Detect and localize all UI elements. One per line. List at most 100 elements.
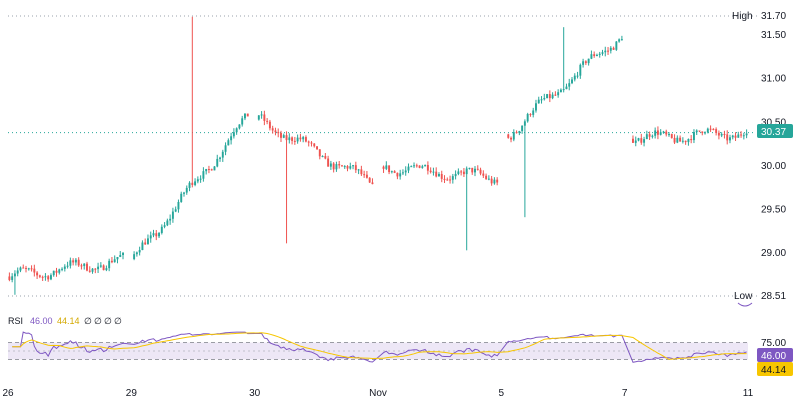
- high-label: High: [732, 11, 753, 22]
- candle-body: [698, 130, 701, 132]
- rsi-title: RSI: [8, 316, 23, 326]
- candle-body: [670, 134, 673, 138]
- candle-body: [643, 139, 646, 143]
- candle-body: [726, 134, 729, 141]
- candle-body: [368, 177, 371, 183]
- candle-body: [648, 134, 651, 137]
- candle-body: [446, 179, 449, 181]
- candle-body: [487, 178, 490, 180]
- candle-body: [343, 166, 346, 168]
- candle-body: [349, 166, 352, 169]
- candle-body: [185, 187, 188, 193]
- candle-body: [310, 142, 313, 144]
- candle-body: [673, 137, 676, 143]
- candle-body: [593, 54, 596, 56]
- candle-body: [216, 158, 219, 167]
- candle-body: [479, 169, 482, 174]
- candle-body: [285, 135, 288, 141]
- candle-body: [429, 170, 432, 173]
- candle-body: [205, 169, 208, 172]
- candle-body: [388, 165, 391, 173]
- candle-body: [329, 163, 332, 167]
- candle-body: [183, 192, 185, 194]
- candle-body: [576, 75, 579, 77]
- candle-body: [86, 263, 88, 271]
- last-price-value: 30.37: [761, 127, 786, 138]
- candle-body: [537, 99, 540, 104]
- rsi-value-tag-text: 46.00: [761, 351, 786, 362]
- candle-body: [110, 260, 113, 263]
- price-grid: [8, 15, 758, 297]
- candle-body: [25, 267, 27, 269]
- candle-body: [318, 149, 321, 157]
- candle-body: [91, 268, 94, 272]
- candle-body: [72, 260, 75, 263]
- rsi-extra-2: ∅: [94, 316, 102, 326]
- candle-body: [510, 137, 513, 140]
- candle-body: [462, 171, 465, 175]
- rsi-panel: [8, 331, 748, 363]
- candle-body: [443, 178, 446, 180]
- candle-body: [94, 268, 97, 270]
- candle-body: [604, 50, 607, 53]
- candle-body: [13, 273, 16, 277]
- candle-body: [512, 132, 515, 140]
- candle-body: [105, 268, 108, 271]
- candle-body: [210, 169, 213, 171]
- candle-body: [701, 131, 704, 134]
- candle-body: [482, 173, 485, 176]
- candle-body: [246, 113, 249, 117]
- rsi-ma-line: [12, 332, 747, 360]
- candle-body: [632, 138, 634, 143]
- candle-body: [490, 178, 493, 184]
- candle-body: [590, 54, 593, 59]
- candle-body: [468, 167, 471, 169]
- candle-body: [668, 134, 670, 136]
- candle-body: [515, 132, 518, 134]
- rsi-value: 46.00: [30, 316, 53, 326]
- candle-body: [224, 145, 227, 152]
- candle-body: [371, 182, 374, 185]
- candle-body: [282, 135, 285, 138]
- price-tick-label: 30.50: [761, 117, 786, 128]
- time-tick-label: 5: [499, 388, 505, 399]
- candle-body: [16, 270, 19, 274]
- candle-body: [485, 175, 488, 179]
- candle-body: [706, 128, 709, 133]
- candle-body: [723, 133, 726, 135]
- rsi-ma-tag-text: 44.14: [761, 365, 786, 376]
- candle-body: [496, 179, 499, 183]
- candle-body: [571, 79, 573, 84]
- candle-body: [562, 89, 565, 91]
- candle-body: [163, 225, 166, 227]
- candle-body: [715, 129, 718, 133]
- candle-body: [595, 54, 598, 56]
- candle-body: [365, 174, 368, 178]
- candle-body: [97, 266, 100, 270]
- candle-body: [385, 165, 388, 169]
- candle-body: [227, 140, 230, 146]
- candle-body: [390, 171, 393, 173]
- time-tick-label: 7: [622, 388, 628, 399]
- candle-body: [681, 140, 684, 142]
- candle-body: [180, 193, 183, 202]
- candle-body: [493, 179, 496, 184]
- candle-body: [607, 50, 610, 52]
- candle-body: [620, 39, 623, 41]
- candle-body: [665, 131, 668, 135]
- candle-body: [304, 137, 307, 142]
- candle-body: [476, 168, 479, 170]
- candle-body: [266, 120, 269, 122]
- time-tick-label: 30: [249, 388, 261, 399]
- candle-body: [740, 134, 743, 136]
- rsi-extra-3: ∅: [104, 316, 112, 326]
- candle-body: [88, 270, 91, 272]
- candle-body: [138, 250, 141, 253]
- candle-body: [426, 164, 429, 171]
- candle-body: [357, 169, 360, 171]
- candle-body: [535, 103, 537, 111]
- candle-body: [238, 124, 241, 129]
- candle-body: [612, 47, 615, 50]
- candle-body: [241, 118, 244, 125]
